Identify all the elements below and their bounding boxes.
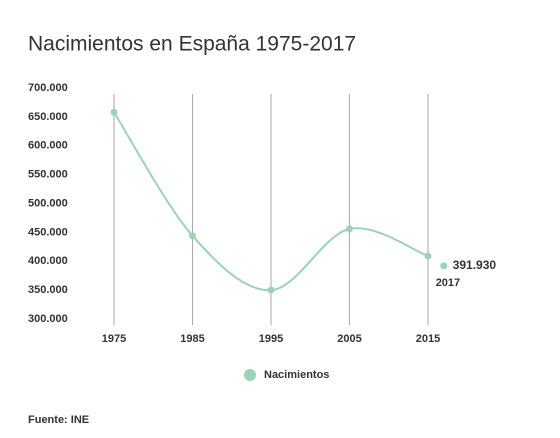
x-tick-label: 2005 — [337, 333, 361, 345]
x-tick-label: 2015 — [416, 333, 440, 345]
source: Fuente: INE — [28, 414, 89, 426]
highlight-value-label: 391.930 — [453, 258, 497, 272]
y-tick-label: 350.000 — [28, 284, 68, 296]
legend-label: Nacimientos — [264, 369, 329, 381]
y-tick-label: 550.000 — [28, 169, 68, 181]
highlight-point — [440, 262, 448, 270]
y-tick-label: 400.000 — [28, 255, 68, 267]
point — [110, 108, 118, 116]
legend-swatch — [244, 369, 256, 381]
y-tick-label: 650.000 — [28, 111, 68, 123]
x-tick-label: 1975 — [102, 333, 126, 345]
point — [267, 286, 275, 294]
point — [346, 225, 353, 233]
y-tick-label: 600.000 — [28, 140, 68, 152]
point — [189, 232, 196, 240]
y-tick-label: 700.000 — [28, 82, 68, 94]
highlight-x-label: 2017 — [436, 277, 460, 289]
series-line — [113, 111, 429, 292]
y-tick-label: 450.000 — [28, 226, 68, 238]
x-tick-label: 1985 — [180, 333, 204, 345]
point — [424, 252, 432, 260]
y-tick-label: 300.000 — [28, 313, 68, 325]
chart-title: Nacimientos en España 1975-2017 — [28, 33, 356, 56]
x-tick-label: 1995 — [259, 333, 283, 345]
y-tick-label: 500.000 — [28, 197, 68, 209]
